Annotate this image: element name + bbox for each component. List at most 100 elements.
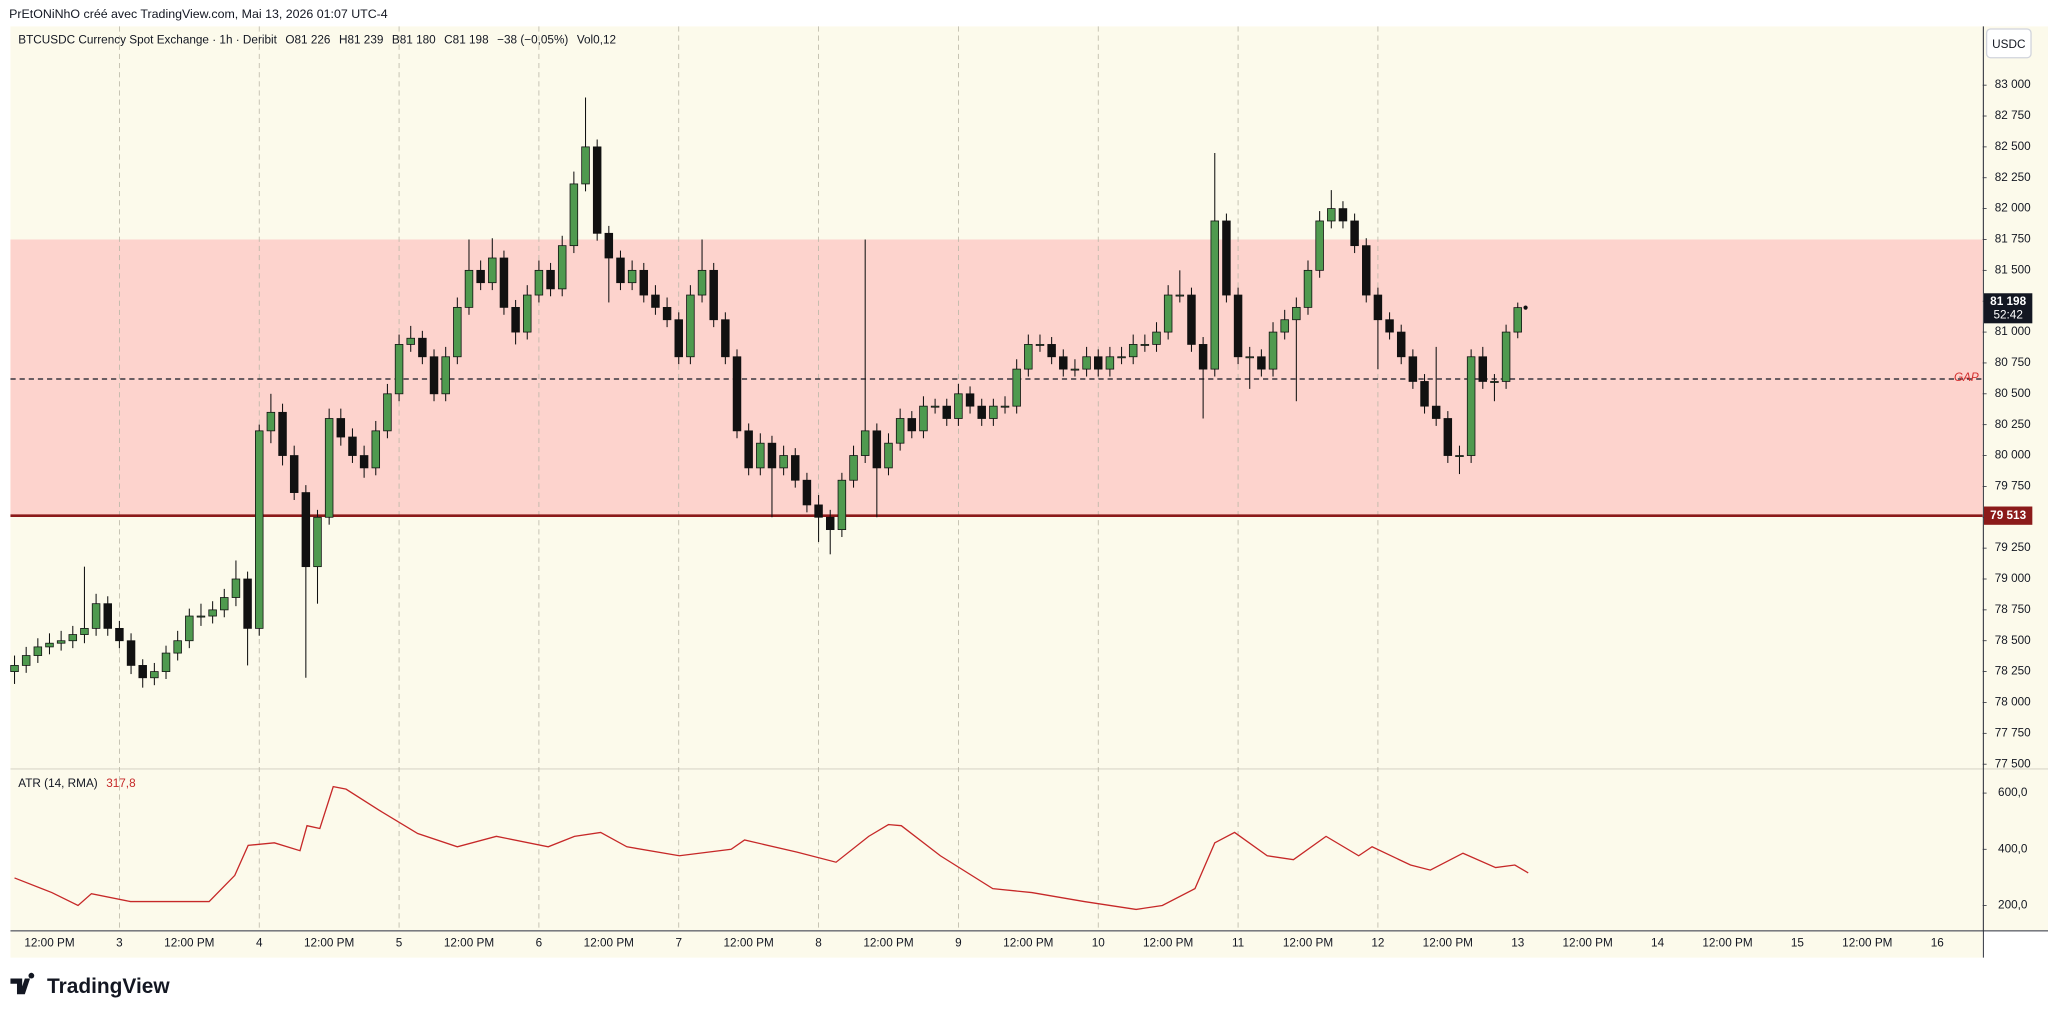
logo: TradingView (10, 972, 170, 998)
candle-body (476, 269, 485, 284)
candle-body (1035, 344, 1045, 346)
y-tick-label: 78 250 (1995, 665, 2031, 678)
candle-body (1117, 356, 1126, 359)
candle-body (989, 405, 998, 419)
candle-body (1350, 220, 1359, 247)
candle-body (161, 652, 171, 672)
candle-body (441, 356, 450, 395)
candle-body (91, 603, 101, 629)
y-tick-label: 77 750 (1995, 726, 2031, 739)
y-tick-label: 78 500 (1995, 634, 2031, 647)
candle-body (581, 146, 590, 185)
candle-body (1059, 356, 1068, 370)
last-price-label: 81 198 (1990, 295, 2026, 308)
candle-body (919, 405, 928, 432)
candle-body (523, 294, 532, 333)
x-tick-label: 12:00 PM (304, 936, 354, 949)
c-value: 81 198 (453, 34, 489, 47)
x-tick-label: 12:00 PM (1143, 936, 1193, 949)
x-tick-label: 5 (396, 936, 403, 949)
support-label: 79 513 (1990, 509, 2026, 522)
candle-body (1478, 356, 1488, 382)
x-tick-label: 12 (1371, 936, 1384, 949)
candle-body (208, 609, 217, 617)
candle-body (1327, 208, 1336, 222)
candle-body (1082, 356, 1091, 370)
candle-body (1047, 344, 1056, 358)
candle-body (756, 442, 765, 469)
currency-button[interactable] (1985, 28, 2032, 59)
time-axis (10, 931, 1983, 958)
candle-body (1268, 331, 1278, 370)
candle-body (126, 640, 136, 666)
x-tick-label: 12:00 PM (863, 936, 913, 949)
candle-body (255, 430, 264, 629)
candle-body (1408, 356, 1418, 382)
candle-body (220, 597, 229, 611)
candle-body (779, 455, 788, 469)
candle-body (860, 430, 870, 456)
y-tick-label: 82 500 (1995, 140, 2031, 153)
x-tick-label: 12:00 PM (1702, 936, 1752, 949)
candle-body (348, 436, 357, 456)
candle-body (429, 356, 439, 395)
candle-body (231, 578, 241, 598)
x-tick-label: 7 (675, 936, 682, 949)
currency[interactable]: USDC (1992, 38, 2026, 51)
candle-body (942, 405, 951, 419)
y-tick-label: 80 000 (1995, 449, 2031, 462)
marks-layer (10, 97, 1983, 911)
candle-body (1000, 405, 1010, 408)
candle-body (185, 615, 194, 642)
y-tick-label: 78 000 (1995, 696, 2031, 709)
candle-body (511, 306, 520, 333)
candle-body (604, 232, 614, 259)
candle-body (965, 393, 975, 407)
atr-legend: ATR (14, RMA) 317,8 (18, 777, 136, 790)
x-tick-label: 16 (1931, 936, 1945, 949)
atr-line (14, 785, 1529, 911)
candle-body (930, 405, 940, 408)
logo-text: TradingView (47, 975, 170, 998)
x-tick-label: 12:00 PM (444, 936, 494, 949)
x-tick-label: 12:00 PM (24, 936, 74, 949)
candle-body (1175, 294, 1185, 297)
grid-layer (119, 26, 1987, 931)
candle-body (418, 337, 427, 358)
y-tick-label: 80 250 (1995, 418, 2031, 431)
candle-body (709, 269, 718, 321)
candle-body (115, 627, 124, 642)
candle-body (627, 269, 637, 284)
candle-body (21, 655, 31, 666)
attribution: PrEtONiNhO créé avec TradingView.com, Ma… (9, 7, 388, 21)
vol-label: Vol (577, 34, 593, 47)
candle-body (872, 430, 882, 469)
candle-body (383, 393, 392, 432)
candle-body (336, 418, 346, 438)
x-tick-label: 3 (116, 936, 123, 949)
candle-body (324, 418, 334, 518)
atr-title: ATR (14, RMA) (18, 777, 98, 790)
candle-body (1385, 319, 1394, 333)
candle-body (674, 319, 683, 358)
candle-body (80, 627, 89, 635)
x-tick-label: 9 (955, 936, 962, 949)
candle-body (1303, 269, 1313, 308)
candle-body (1152, 331, 1161, 345)
candle-body (954, 393, 963, 419)
candle-body (884, 442, 893, 469)
candle-body (406, 337, 415, 345)
y-tick-label: 81 750 (1995, 233, 2031, 246)
candle-body (651, 294, 660, 308)
candle-body (534, 269, 544, 296)
candle-body (977, 405, 986, 419)
candle-body (1245, 356, 1254, 359)
x-tick-label: 12:00 PM (1003, 936, 1053, 949)
candle-body (1455, 455, 1464, 457)
x-tick-label: 6 (536, 936, 543, 949)
candle-body (453, 306, 462, 358)
candle-body (895, 418, 905, 444)
y-tick-label: 82 750 (1995, 109, 2031, 122)
candle-body (1338, 208, 1348, 222)
y-tick-label: 79 750 (1995, 480, 2031, 493)
